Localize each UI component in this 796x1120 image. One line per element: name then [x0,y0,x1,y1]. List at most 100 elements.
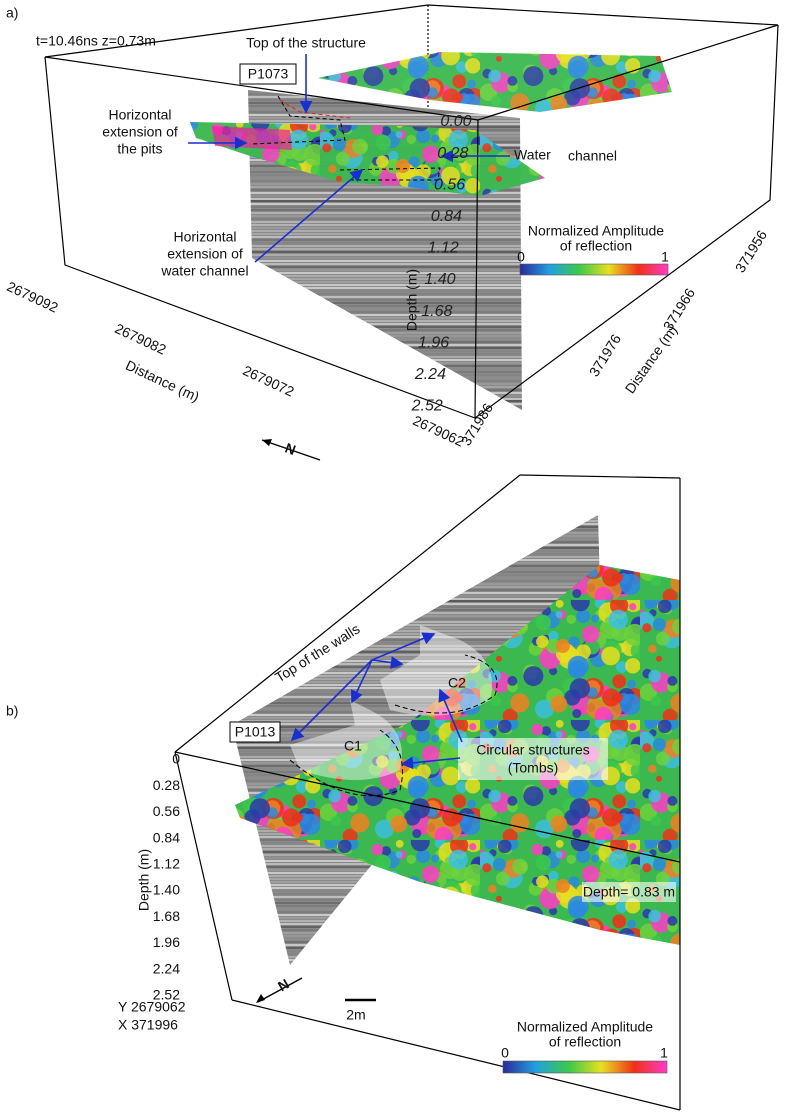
origin-x: X 371996 [118,1017,178,1033]
arrow [400,756,461,770]
depth-tick-label: 0.56 [434,176,465,193]
depth-axis: 0 0.28 0.56 0.84 1.12 1.40 1.68 1.96 2.24 2.52 [153,751,180,1003]
y-tick-label: 2679072 [240,362,296,400]
colorbar-max: 1 [660,1045,668,1061]
depth-tick-label: 2.52 [411,398,443,415]
colorbar-max: 1 [661,249,669,265]
outline [394,654,498,714]
box-edge [519,474,681,479]
arrow [254,168,364,263]
colorbar-title: Normalized Amplitude [517,1019,653,1035]
colorbar [519,263,669,276]
far-slice [318,52,672,112]
depth-tick-label: 0.84 [153,829,180,845]
structure-label: C2 [448,675,466,691]
north-arrow [261,439,321,461]
depth-tick-label: 1.68 [421,303,452,320]
arrow [371,632,436,661]
label-box [582,882,676,902]
north-arrow [262,439,272,446]
depth-tick-label: 1.12 [153,856,180,872]
colorbar-title: Normalized Amplitude [528,223,664,239]
depth-tick-label: 0.00 [440,113,471,130]
box-edge [44,4,779,58]
structure-label: C1 [344,738,362,754]
depth-tick-label: 0.84 [431,208,462,225]
north-label: N [283,440,298,458]
box-edge [474,119,479,419]
annotation: (Tombs) [508,760,559,776]
depth-tick-label: 0.28 [437,145,468,162]
axis-title: Depth (m) [404,269,420,331]
box-edge [231,999,681,1111]
slice-info: t=10.46ns z=0.73m [36,33,156,49]
north-arrow [256,994,265,1003]
arrow [351,659,373,704]
tomb-c1 [290,700,402,780]
y-tick-label: 2679062 [410,412,466,450]
depth-tick-label: 2.24 [414,366,446,383]
label-box [458,738,608,780]
annotation: Horizontal [108,107,171,123]
colorbar-min: 0 [501,1045,509,1061]
colorbar-title: of reflection [549,1034,621,1050]
panel-label: b) [6,703,18,719]
slice-depth: Depth= 0.83 m [583,884,675,900]
x-tick-label: 371976 [586,331,624,379]
depth-tick-label: 1.96 [418,334,449,351]
arrow [438,688,463,743]
depth-tick-label: 2.52 [153,987,180,1003]
panel-b: b) Top of the walls P1013 C1 C2 Circular… [6,474,681,1111]
depth-axis: 0.00 0.28 0.56 0.84 1.12 1.40 1.68 1.96 2.24 2.52 [411,113,472,414]
y-tick-label: 2679092 [4,278,60,316]
pits-zone [212,126,292,150]
label-box [229,721,281,743]
box-edge [174,474,521,753]
depth-tick-label: 1.96 [153,934,180,950]
depth-tick-label: 0.28 [153,777,180,793]
outline [339,167,441,181]
box-edge [174,751,681,863]
annotation: Circular structures [476,742,590,758]
colorbar-min: 0 [517,249,525,265]
profile-label: P1073 [248,66,289,82]
box-edge [174,751,233,1001]
axis-title: Distance (m) [123,357,202,405]
profile-label: P1013 [235,724,276,740]
annotation: channel [568,148,617,164]
panel-a: a) t=10.46ns z=0.73m Top of the structur… [4,4,779,461]
x-tick-label: 371986 [458,400,496,448]
depth-tick-label: 2.24 [153,960,180,976]
arrow [371,656,404,669]
outline [289,729,403,797]
tomb-c2 [380,625,492,716]
colorbar [502,1060,668,1074]
annotation: the pits [117,141,162,157]
annotation: extension of [167,246,243,262]
panel-label: a) [6,5,18,21]
label-box [239,63,297,85]
colorbar-title: of reflection [560,238,632,254]
depth-tick-label: 1.40 [153,882,180,898]
axis-title: Distance (m) [622,322,681,396]
axis-title: Depth (m) [136,849,152,911]
depth-tick-label: 1.40 [424,271,455,288]
origin-y: Y 2679062 [118,999,186,1015]
depth-tick-label: 1.12 [428,240,459,257]
outline [249,95,346,145]
depth-tick-label: 0 [172,751,180,767]
annotation: extension of [102,124,178,140]
scale-label: 2m [346,1007,365,1023]
annotation: Top of the structure [246,35,366,51]
arrow [290,659,373,742]
north-arrow [257,977,303,1003]
annotation: Water [514,147,551,163]
depth-tick-label: 1.68 [153,908,180,924]
depth-tick-label: 0.56 [153,803,180,819]
depth-slice [235,565,680,945]
x-tick-label: 371956 [732,227,770,275]
annotation: water channel [160,263,248,279]
y-tick-label: 2679082 [112,320,168,358]
annotation: Horizontal [173,229,236,245]
